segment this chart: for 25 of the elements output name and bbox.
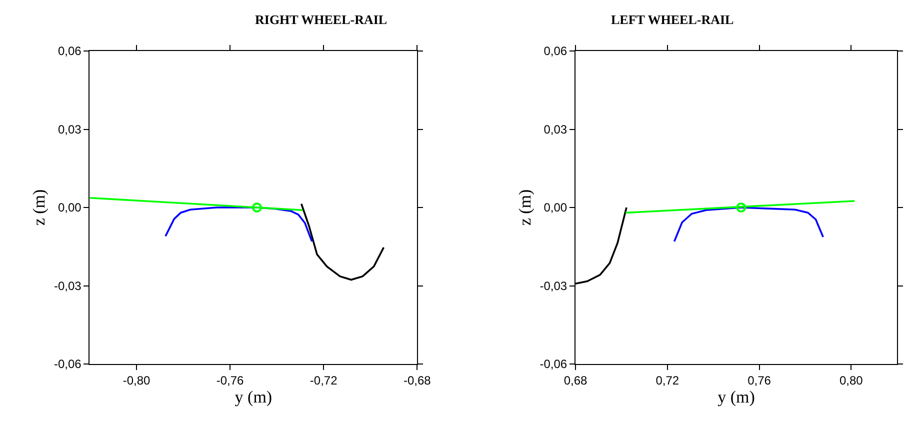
y-axis-title: z (m) [30,189,49,226]
x-tick-label: -0,72 [310,373,338,388]
x-axis-title: y (m) [718,387,755,406]
y-axis-title: z (m) [515,189,534,226]
y-tick-label: -0,03 [54,278,82,293]
y-tick-label: 0,03 [544,122,568,136]
y-tick-label: -0,06 [54,357,82,372]
y-tick-label: 0,06 [58,44,82,58]
chart-title: LEFT WHEEL-RAIL [611,12,734,27]
y-tick-label: 0,03 [58,122,82,136]
x-tick-label: -0,80 [122,373,150,388]
x-tick-label: -0,76 [216,373,244,388]
y-tick-label: 0,00 [544,200,568,215]
x-tick-label: 0,80 [839,373,864,388]
y-tick-label: 0,00 [58,200,82,215]
chart-title: RIGHT WHEEL-RAIL [255,12,388,27]
x-tick-label: -0,68 [403,373,432,388]
x-tick-label: 0,68 [564,373,588,388]
line-series [300,202,385,281]
y-tick-label: -0,03 [540,278,568,293]
x-axis-title: y (m) [234,387,272,406]
x-tick-label: 0,76 [748,373,772,388]
y-tick-label: -0,06 [540,357,568,372]
x-tick-label: 0,72 [656,373,680,388]
y-tick-label: 0,06 [544,44,568,58]
